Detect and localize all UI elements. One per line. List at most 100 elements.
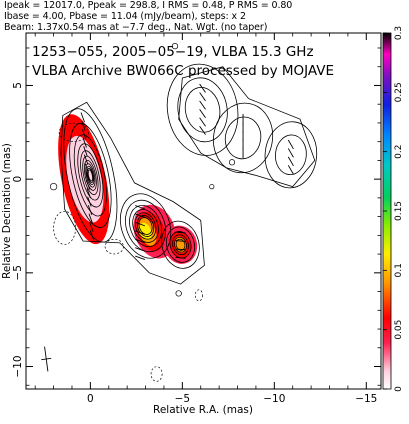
map-subtitle: VLBA Archive BW066C processed by MOJAVE xyxy=(32,63,334,79)
polarization-vector xyxy=(89,230,95,241)
polarization-vector xyxy=(82,137,87,148)
outer-contour xyxy=(60,101,205,285)
polarization-vector xyxy=(175,256,186,259)
negative-contour xyxy=(150,366,163,382)
colorbar-tick-label: 0.15 xyxy=(394,201,404,221)
plot-frame xyxy=(25,32,382,390)
x-tick-label: −15 xyxy=(355,393,377,405)
negative-contour xyxy=(53,210,77,245)
polarization-vector xyxy=(87,196,92,207)
x-tick-label: −10 xyxy=(263,393,285,405)
contour-line xyxy=(165,226,196,263)
polarization-vector xyxy=(80,112,85,123)
y-tick-label: 5 xyxy=(12,82,24,89)
contour-line xyxy=(132,209,159,243)
contour-line xyxy=(171,43,179,50)
outer-contour xyxy=(178,66,316,188)
polarization-vector xyxy=(199,83,206,93)
axis-ticks: 0 −5 −10 −15 5 0 −5 −10 xyxy=(12,33,381,405)
header-line-2: Ibase = 4.00, Pbase = 11.04 (mJy/beam), … xyxy=(4,11,246,22)
polarization-vector xyxy=(83,146,88,157)
polarization-vector xyxy=(287,156,294,167)
polarization-vector xyxy=(81,129,87,140)
polarization-vector xyxy=(81,120,86,131)
polarization-vector xyxy=(85,179,91,190)
contour-line xyxy=(138,217,153,235)
map-title: 1253−055, 2005−05−19, VLBA 15.3 GHz xyxy=(32,44,314,60)
colorbar-tick-label: 0.25 xyxy=(394,82,404,102)
colorbar-tick-label: 0.2 xyxy=(394,145,404,159)
header-line-1: Ipeak = 12017.0, Ppeak = 298.8, I RMS = … xyxy=(4,0,293,11)
polarization-vector xyxy=(135,247,146,252)
polarization-vector xyxy=(135,221,146,227)
negative-contour xyxy=(58,122,89,142)
beam-minor-axis xyxy=(41,357,52,361)
colorbar-tick-label: 0.1 xyxy=(394,263,404,277)
contour-line xyxy=(174,236,187,253)
polarization-vector xyxy=(199,117,206,127)
y-tick-label: −10 xyxy=(12,355,24,377)
contour-line xyxy=(73,134,107,217)
contour-line xyxy=(49,182,58,191)
colorbar-tick-label: 0 xyxy=(394,386,404,392)
contour-line xyxy=(228,159,236,166)
x-tick-label: 0 xyxy=(87,393,94,405)
colorbar-ticks: 0 0.05 0.1 0.15 0.2 0.25 0.3 xyxy=(383,26,404,392)
polarization-vector xyxy=(85,171,90,182)
polarization-vector xyxy=(135,213,146,218)
contour-line xyxy=(77,143,104,208)
contour-line xyxy=(184,87,221,133)
contour-line xyxy=(129,205,163,247)
contour-line xyxy=(87,167,94,183)
header-line-3: Beam: 1.37x0.54 mas at −7.7 deg., Nat. W… xyxy=(4,22,268,33)
contour-line xyxy=(172,234,189,256)
contour-line xyxy=(175,238,186,251)
plot-content xyxy=(41,43,318,382)
contour-line xyxy=(175,290,182,297)
polarization-vector xyxy=(84,162,89,173)
contour-line xyxy=(209,184,215,190)
contour-line xyxy=(166,63,239,156)
contour-line xyxy=(136,215,155,237)
contour-line xyxy=(213,102,274,174)
polarization-vector xyxy=(89,221,94,232)
polarization-vector xyxy=(199,125,206,135)
negative-contour xyxy=(104,238,124,255)
polarization-vector xyxy=(83,154,89,165)
contour-line xyxy=(125,199,167,253)
x-axis-label: Relative R.A. (mas) xyxy=(153,404,253,416)
polarization-vector xyxy=(199,92,206,102)
y-axis-label: Relative Decination (mas) xyxy=(1,143,13,279)
contour-line xyxy=(82,155,99,196)
y-tick-label: 0 xyxy=(12,176,24,183)
polarization-vector xyxy=(175,231,186,234)
y-tick-label: −5 xyxy=(12,265,24,280)
contour-line xyxy=(83,159,97,191)
contour-line xyxy=(119,193,172,259)
negative-contour xyxy=(194,289,203,302)
contour-line xyxy=(264,121,318,189)
x-tick-label: −5 xyxy=(175,393,190,405)
colorbar-tick-label: 0.3 xyxy=(394,26,404,40)
polarization-vector xyxy=(86,188,91,199)
polarization-vector xyxy=(175,248,186,251)
polarization-vector xyxy=(199,109,206,119)
polarization-vector xyxy=(87,205,93,216)
colorbar-tick-label: 0.05 xyxy=(394,320,404,340)
contour-line xyxy=(274,134,307,176)
contour-line xyxy=(224,116,262,160)
contour-line xyxy=(177,77,228,143)
polarization-vector xyxy=(199,100,206,110)
polarization-vector xyxy=(135,205,146,210)
polarization-vector xyxy=(135,255,146,261)
contour-line xyxy=(69,122,112,228)
polarization-vector xyxy=(88,213,93,224)
polarization-vector xyxy=(175,240,186,242)
polarization-vector xyxy=(135,238,146,244)
polarization-vector xyxy=(287,139,294,150)
polarization-vector xyxy=(135,230,146,235)
contour-line xyxy=(87,169,93,182)
contour-line xyxy=(134,212,157,240)
contour-line xyxy=(161,220,200,269)
